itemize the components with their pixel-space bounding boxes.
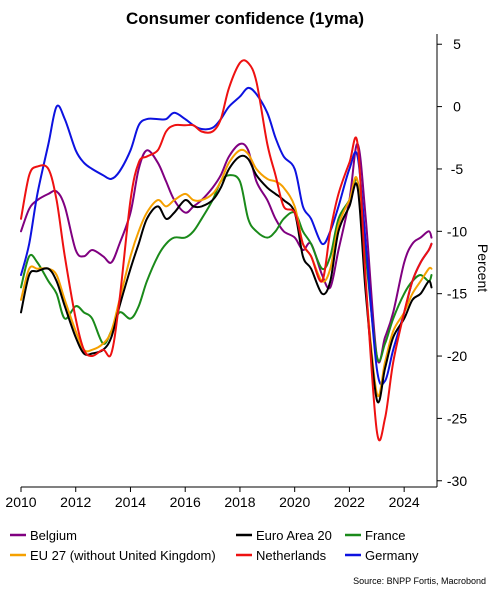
source-note: Source: BNPP Fortis, Macrobond [353,576,486,586]
legend-label: EU 27 (without United Kingdom) [30,548,216,563]
y-tick-label: -20 [447,348,467,364]
y-tick-label: -25 [447,410,467,426]
x-tick-label: 2012 [60,494,91,510]
series-line-5 [20,86,433,386]
legend-label: Belgium [30,528,77,543]
y-axis-label: Percent [475,244,491,292]
legend: Belgium Euro Area 20 France EU 27 (without … [10,528,419,563]
y-tick-label: -5 [451,161,464,177]
legend-label: Euro Area 20 [256,528,332,543]
x-tick-label: 2014 [115,494,146,510]
x-tick-label: 2018 [224,494,255,510]
axes: 5 0 -5 -10 -15 -20 -25 -30 2010 2012 2014 2016 2018 2… [5,34,467,510]
legend-label: Germany [365,548,419,563]
x-tick-label: 2020 [279,494,310,510]
series-line-0 [20,142,433,364]
y-tick-label: -10 [447,223,467,239]
series-line-4 [20,59,433,442]
y-tick-label: 0 [453,99,461,115]
legend-label: France [365,528,405,543]
chart-title: Consumer confidence (1yma) [126,9,364,28]
legend-label: Netherlands [256,548,327,563]
x-tick-label: 2016 [170,494,201,510]
x-tick-label: 2010 [5,494,36,510]
x-tick-label: 2022 [334,494,365,510]
y-tick-label: -30 [447,473,467,489]
y-tick-label: 5 [453,36,461,52]
x-tick-label: 2024 [389,494,420,510]
plot-lines [20,59,433,442]
y-tick-label: -15 [447,286,467,302]
